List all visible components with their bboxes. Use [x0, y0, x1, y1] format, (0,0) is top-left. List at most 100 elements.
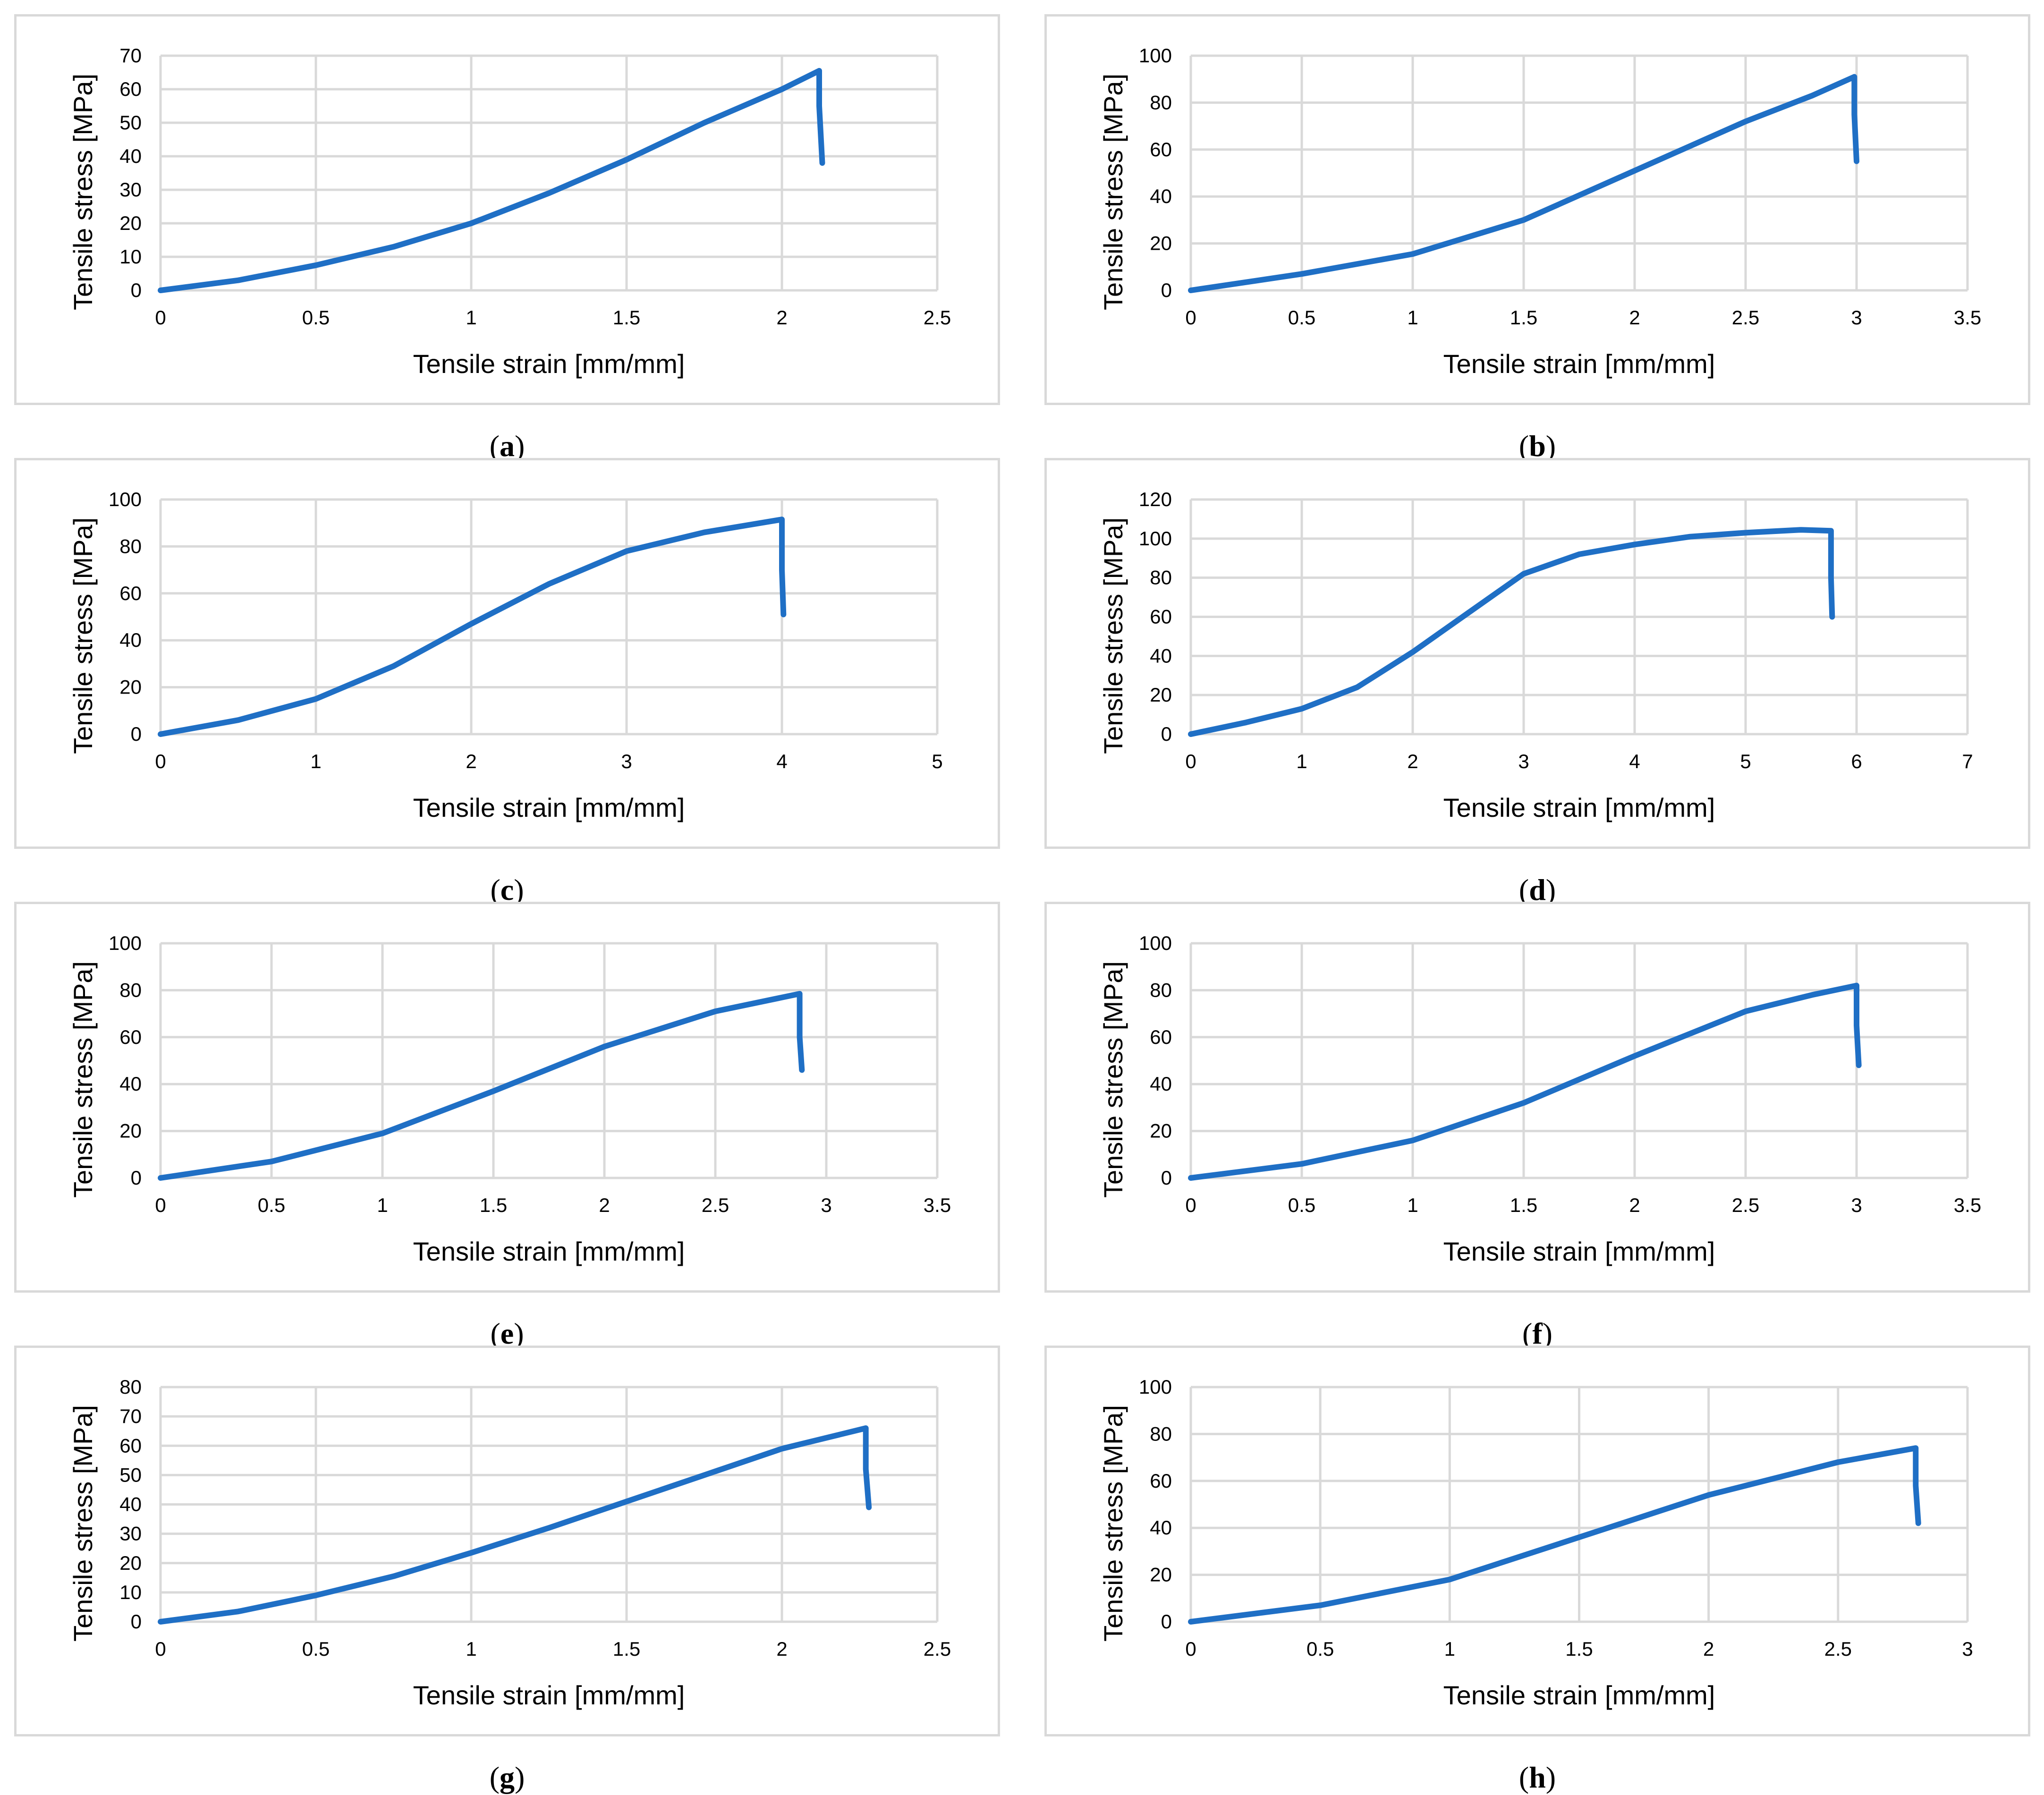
- x-tick-label: 1: [1296, 750, 1307, 772]
- y-tick-label: 80: [119, 535, 142, 557]
- chart-h-svg: 0 20 40 60 80 100 0 0.5 1 1.5 2 2.5 3 Tensile strain …: [1098, 1376, 1973, 1710]
- chart-frame: [14, 902, 1000, 1293]
- y-axis-title: Tensile stress [MPa]: [68, 517, 98, 754]
- y-tick-label: 40: [1150, 185, 1172, 207]
- y-tick-label: 60: [119, 1434, 142, 1456]
- chart-f-svg: 0 20 40 60 80 100 0 0.5 1 1.5 2 2.5 3 3.5 Tensile stra…: [1098, 932, 1981, 1266]
- x-tick-label: 2: [599, 1194, 610, 1216]
- x-tick-label: 6: [1851, 750, 1862, 772]
- chart-g-svg: 0 10 20 30 40 50 60 70 80 0 0.5 1 1.5 2 2.5 Tensile str…: [68, 1376, 951, 1710]
- y-tick-label: 80: [1150, 91, 1172, 113]
- x-tick-label: 5: [932, 750, 942, 772]
- caption-e: (e): [490, 1317, 524, 1350]
- x-tick-label: 2.5: [924, 1638, 951, 1660]
- x-tick-label: 2: [1629, 306, 1640, 329]
- y-tick-label: 60: [119, 78, 142, 100]
- y-tick-label: 60: [1150, 1470, 1172, 1492]
- y-tick-label: 0: [131, 1610, 142, 1633]
- x-tick-label: 0: [155, 306, 166, 329]
- x-tick-label: 0: [1185, 1194, 1196, 1216]
- y-tick-label: 20: [1150, 684, 1172, 706]
- y-tick-label: 80: [119, 1376, 142, 1398]
- x-tick-label: 3: [821, 1194, 831, 1216]
- y-axis-title: Tensile stress [MPa]: [68, 961, 98, 1198]
- y-tick-label: 0: [1161, 723, 1172, 745]
- y-tick-label: 50: [119, 1464, 142, 1486]
- y-tick-label: 70: [119, 1405, 142, 1427]
- y-tick-label: 30: [119, 1523, 142, 1545]
- x-tick-label: 1: [1444, 1638, 1455, 1660]
- x-tick-label: 1: [377, 1194, 388, 1216]
- y-tick-label: 0: [131, 723, 142, 745]
- caption-letter: e: [500, 1317, 514, 1350]
- x-tick-label: 5: [1740, 750, 1751, 772]
- x-tick-label: 1: [466, 306, 476, 329]
- y-tick-label: 40: [1150, 644, 1172, 667]
- x-tick-label: 3.5: [1954, 306, 1981, 329]
- y-tick-label: 0: [131, 279, 142, 301]
- x-tick-label: 1: [1407, 306, 1418, 329]
- caption-letter: h: [1529, 1761, 1546, 1794]
- chart-frame: [14, 458, 1000, 849]
- y-tick-label: 70: [119, 44, 142, 67]
- caption-letter: g: [500, 1761, 515, 1794]
- x-tick-label: 3: [1518, 750, 1529, 772]
- x-tick-label: 2.5: [1824, 1638, 1852, 1660]
- y-tick-label: 10: [119, 246, 142, 268]
- x-tick-label: 1.5: [613, 306, 640, 329]
- y-tick-label: 60: [1150, 606, 1172, 628]
- y-tick-label: 80: [1150, 979, 1172, 1001]
- x-tick-label: 1: [466, 1638, 476, 1660]
- x-tick-label: 0.5: [1288, 1194, 1315, 1216]
- x-tick-label: 0.5: [1306, 1638, 1334, 1660]
- x-tick-label: 7: [1962, 750, 1973, 772]
- x-tick-label: 3: [1962, 1638, 1973, 1660]
- y-tick-label: 0: [1161, 1610, 1172, 1633]
- x-axis-title: Tensile strain [mm/mm]: [1443, 793, 1715, 822]
- y-tick-label: 40: [119, 1073, 142, 1095]
- chart-e-svg: 0 20 40 60 80 100 0 0.5 1 1.5 2 2.5 3 3.5 Tensile stra…: [68, 932, 951, 1266]
- chart-a-svg: 0 10 20 30 40 50 60 70 0 0.5 1 1.5 2 2.5 Tensile strai…: [68, 44, 951, 379]
- x-tick-label: 0.5: [258, 1194, 285, 1216]
- y-tick-label: 20: [119, 1552, 142, 1574]
- x-tick-label: 1.5: [613, 1638, 640, 1660]
- x-tick-label: 2: [776, 1638, 787, 1660]
- chart-frame: [1044, 14, 2030, 405]
- y-tick-label: 60: [119, 582, 142, 604]
- y-tick-label: 100: [1139, 44, 1172, 67]
- series-line: [1188, 74, 1859, 293]
- y-tick-label: 20: [119, 212, 142, 234]
- series-line: [1188, 1445, 1921, 1625]
- y-axis-title: Tensile stress [MPa]: [1098, 74, 1128, 310]
- y-tick-label: 0: [1161, 1167, 1172, 1189]
- x-tick-label: 4: [776, 750, 787, 772]
- series-line: [158, 991, 805, 1181]
- x-axis-title: Tensile strain [mm/mm]: [413, 1236, 685, 1266]
- series-line: [1188, 527, 1835, 737]
- x-tick-label: 2.5: [702, 1194, 729, 1216]
- x-tick-label: 2: [776, 306, 787, 329]
- caption-letter: f: [1532, 1317, 1543, 1350]
- y-tick-label: 100: [1139, 1376, 1172, 1398]
- y-axis-title: Tensile stress [MPa]: [68, 74, 98, 310]
- x-tick-label: 0: [1185, 750, 1196, 772]
- caption-letter: b: [1529, 429, 1546, 463]
- y-tick-label: 0: [131, 1167, 142, 1189]
- x-tick-label: 2.5: [924, 306, 951, 329]
- x-tick-label: 2.5: [1732, 1194, 1759, 1216]
- x-tick-label: 0.5: [1288, 306, 1315, 329]
- caption-g: (g): [489, 1761, 525, 1794]
- x-tick-label: 2: [1703, 1638, 1714, 1660]
- chart-d-svg: 0 20 40 60 80 100 120 0 1 2 3 4 5 6 7 Tensile strain [m…: [1098, 488, 1973, 822]
- chart-c-svg: 0 20 40 60 80 100 0 1 2 3 4 5 Tensile strain [mm/mm]…: [68, 488, 943, 822]
- y-tick-label: 20: [1150, 1564, 1172, 1586]
- x-tick-label: 1: [1407, 1194, 1418, 1216]
- x-tick-label: 0: [1185, 1638, 1196, 1660]
- y-tick-label: 120: [1139, 488, 1172, 510]
- y-tick-label: 80: [1150, 1422, 1172, 1445]
- x-tick-label: 1.5: [1510, 1194, 1537, 1216]
- y-axis-title: Tensile stress [MPa]: [1098, 961, 1128, 1198]
- y-tick-label: 30: [119, 178, 142, 201]
- x-axis-title: Tensile strain [mm/mm]: [413, 793, 685, 822]
